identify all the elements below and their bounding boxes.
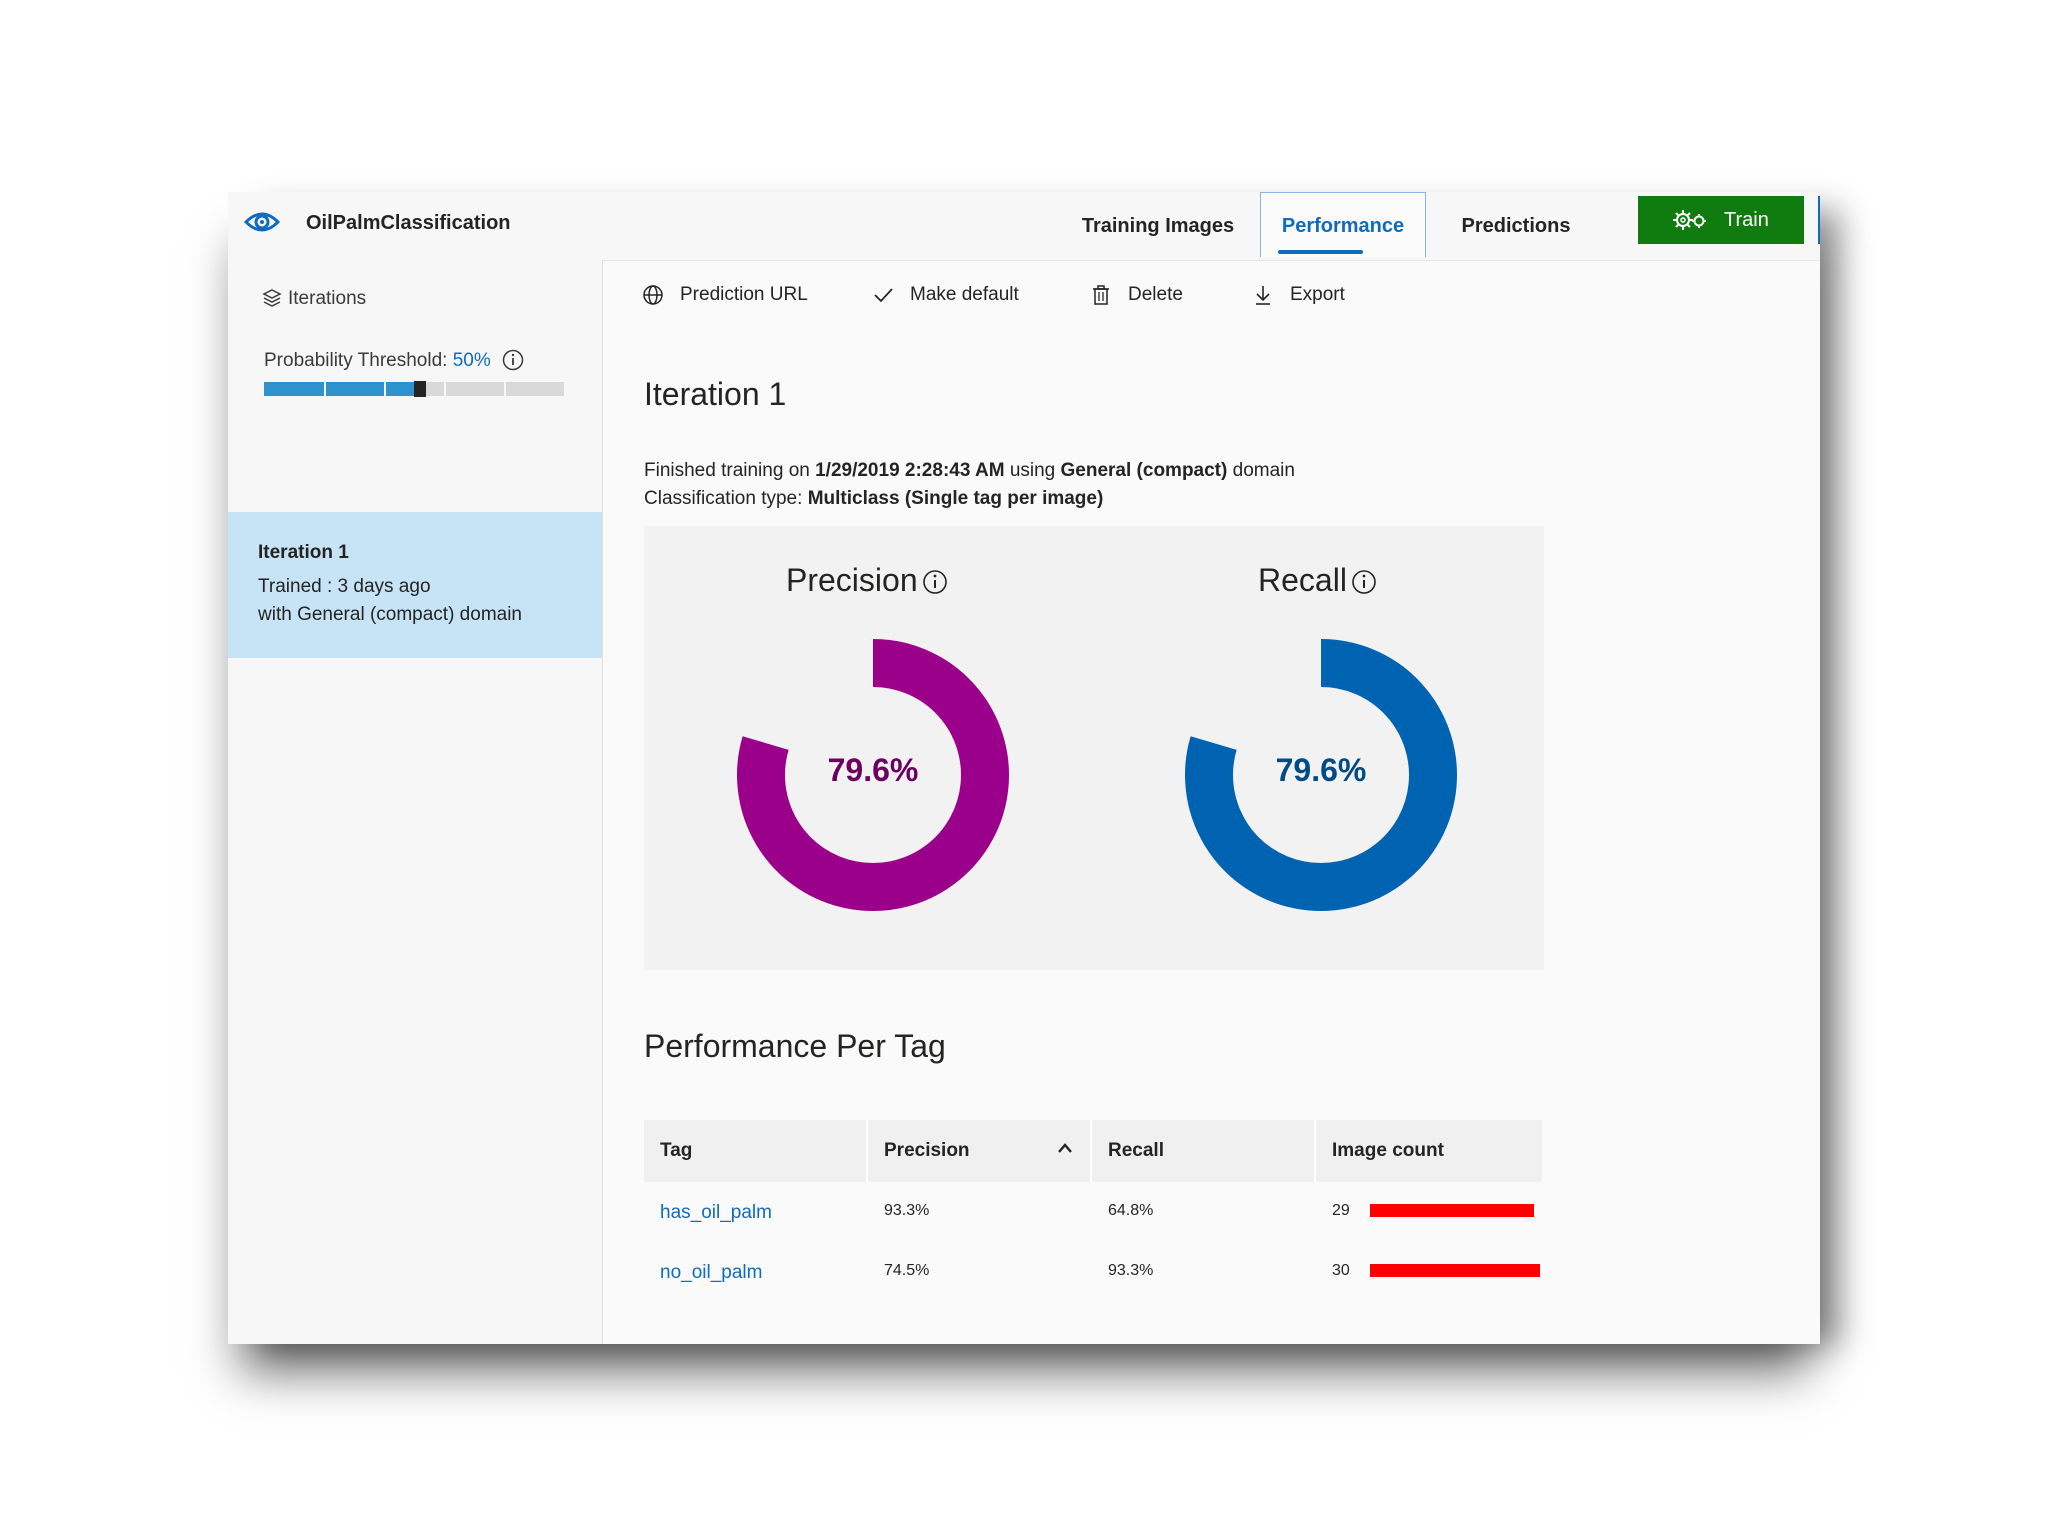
tag-link[interactable]: no_oil_palm [660, 1262, 763, 1283]
column-header-recall[interactable]: Recall [1108, 1140, 1164, 1161]
info-icon[interactable] [1351, 569, 1377, 595]
precision-title: Precision [786, 562, 948, 599]
tag-link[interactable]: has_oil_palm [660, 1202, 772, 1223]
row-precision: 93.3% [884, 1202, 930, 1219]
finished-using: using [1009, 460, 1056, 481]
iteration-domain: with General (compact) domain [258, 604, 522, 625]
slider-tick [324, 382, 326, 396]
train-button[interactable]: Train [1638, 196, 1804, 244]
top-bar: OilPalmClassification Training Images Pe… [228, 192, 1820, 261]
slider-tick [384, 382, 386, 396]
recall-title: Recall [1258, 562, 1377, 599]
iteration-name: Iteration 1 [258, 542, 349, 563]
download-icon [1256, 286, 1270, 305]
iterations-label: Iterations [288, 288, 367, 309]
image-count-bar [1370, 1264, 1540, 1277]
trash-icon [1093, 285, 1109, 305]
threshold-value: 50% [452, 350, 491, 371]
tab-predictions[interactable]: Predictions [1461, 215, 1571, 237]
finished-suffix: domain [1232, 460, 1295, 481]
row-recall: 93.3% [1108, 1262, 1154, 1279]
row-precision: 74.5% [884, 1262, 930, 1279]
recall-value: 79.6% [1275, 752, 1367, 788]
precision-label: Precision [786, 562, 918, 598]
eye-logo-icon [243, 212, 281, 232]
sidebar: Iterations Probability Threshold: 50% It… [228, 260, 603, 1344]
finished-date: 1/29/2019 2:28:43 AM [815, 460, 1005, 481]
row-image-count: 30 [1332, 1262, 1350, 1279]
info-icon[interactable] [922, 569, 948, 595]
slider-tick [504, 382, 506, 396]
info-icon[interactable] [502, 349, 524, 371]
precision-donut [737, 639, 1009, 911]
checkmark-icon [874, 288, 893, 303]
active-tab-indicator [1278, 250, 1363, 254]
row-recall: 64.8% [1108, 1202, 1154, 1219]
layers-icon [262, 289, 282, 307]
tab-performance[interactable]: Performance [1260, 192, 1426, 257]
recall-label: Recall [1258, 562, 1347, 598]
probability-threshold: Probability Threshold: 50% [264, 349, 524, 372]
gears-icon [1673, 210, 1706, 230]
precision-arc [737, 639, 1009, 911]
column-header-precision[interactable]: Precision [884, 1140, 970, 1161]
training-info: Finished training on 1/29/2019 2:28:43 A… [644, 460, 1295, 482]
classification-info: Classification type: Multiclass (Single … [644, 488, 1103, 510]
slider-track [426, 382, 564, 396]
slider-thumb[interactable] [414, 381, 426, 397]
metrics-panel: Precision Recall 79.6% 79.6% [644, 526, 1544, 970]
prediction-url-label: Prediction URL [680, 284, 808, 305]
column-divider [1314, 1120, 1316, 1182]
app-title: OilPalmClassification [306, 212, 511, 234]
table-header: Tag Precision Recall Image count [644, 1120, 1542, 1182]
sort-ascending-icon[interactable] [1056, 1140, 1074, 1158]
page-title: Iteration 1 [644, 376, 787, 412]
recall-donut [1185, 639, 1457, 911]
iteration-trained: Trained : 3 days ago [258, 576, 431, 597]
column-divider [866, 1120, 868, 1182]
tab-training-images[interactable]: Training Images [1081, 215, 1235, 237]
row-image-count: 29 [1332, 1202, 1350, 1219]
app-window: OilPalmClassification Training Images Pe… [228, 192, 1820, 1344]
threshold-slider[interactable] [264, 381, 564, 397]
slider-tick [444, 382, 446, 396]
column-divider [1090, 1120, 1092, 1182]
iteration-list-item[interactable]: Iteration 1 Trained : 3 days ago with Ge… [228, 512, 602, 658]
globe-icon [643, 285, 663, 305]
precision-value: 79.6% [827, 752, 919, 788]
recall-arc [1185, 639, 1457, 911]
finished-domain: General (compact) [1060, 460, 1228, 481]
threshold-label: Probability Threshold: [264, 350, 448, 371]
column-header-image-count[interactable]: Image count [1332, 1140, 1444, 1161]
delete-label: Delete [1128, 284, 1183, 305]
make-default-label: Make default [910, 284, 1019, 305]
classification-prefix: Classification type: [644, 488, 803, 509]
per-tag-title: Performance Per Tag [644, 1028, 946, 1064]
column-header-tag[interactable]: Tag [660, 1140, 693, 1161]
export-label: Export [1290, 284, 1345, 305]
slider-fill [264, 382, 414, 396]
image-count-bar [1370, 1204, 1534, 1217]
edge-accent [1818, 196, 1820, 244]
classification-type: Multiclass (Single tag per image) [807, 488, 1104, 509]
finished-prefix: Finished training on [644, 460, 810, 481]
train-button-label: Train [1724, 209, 1769, 231]
